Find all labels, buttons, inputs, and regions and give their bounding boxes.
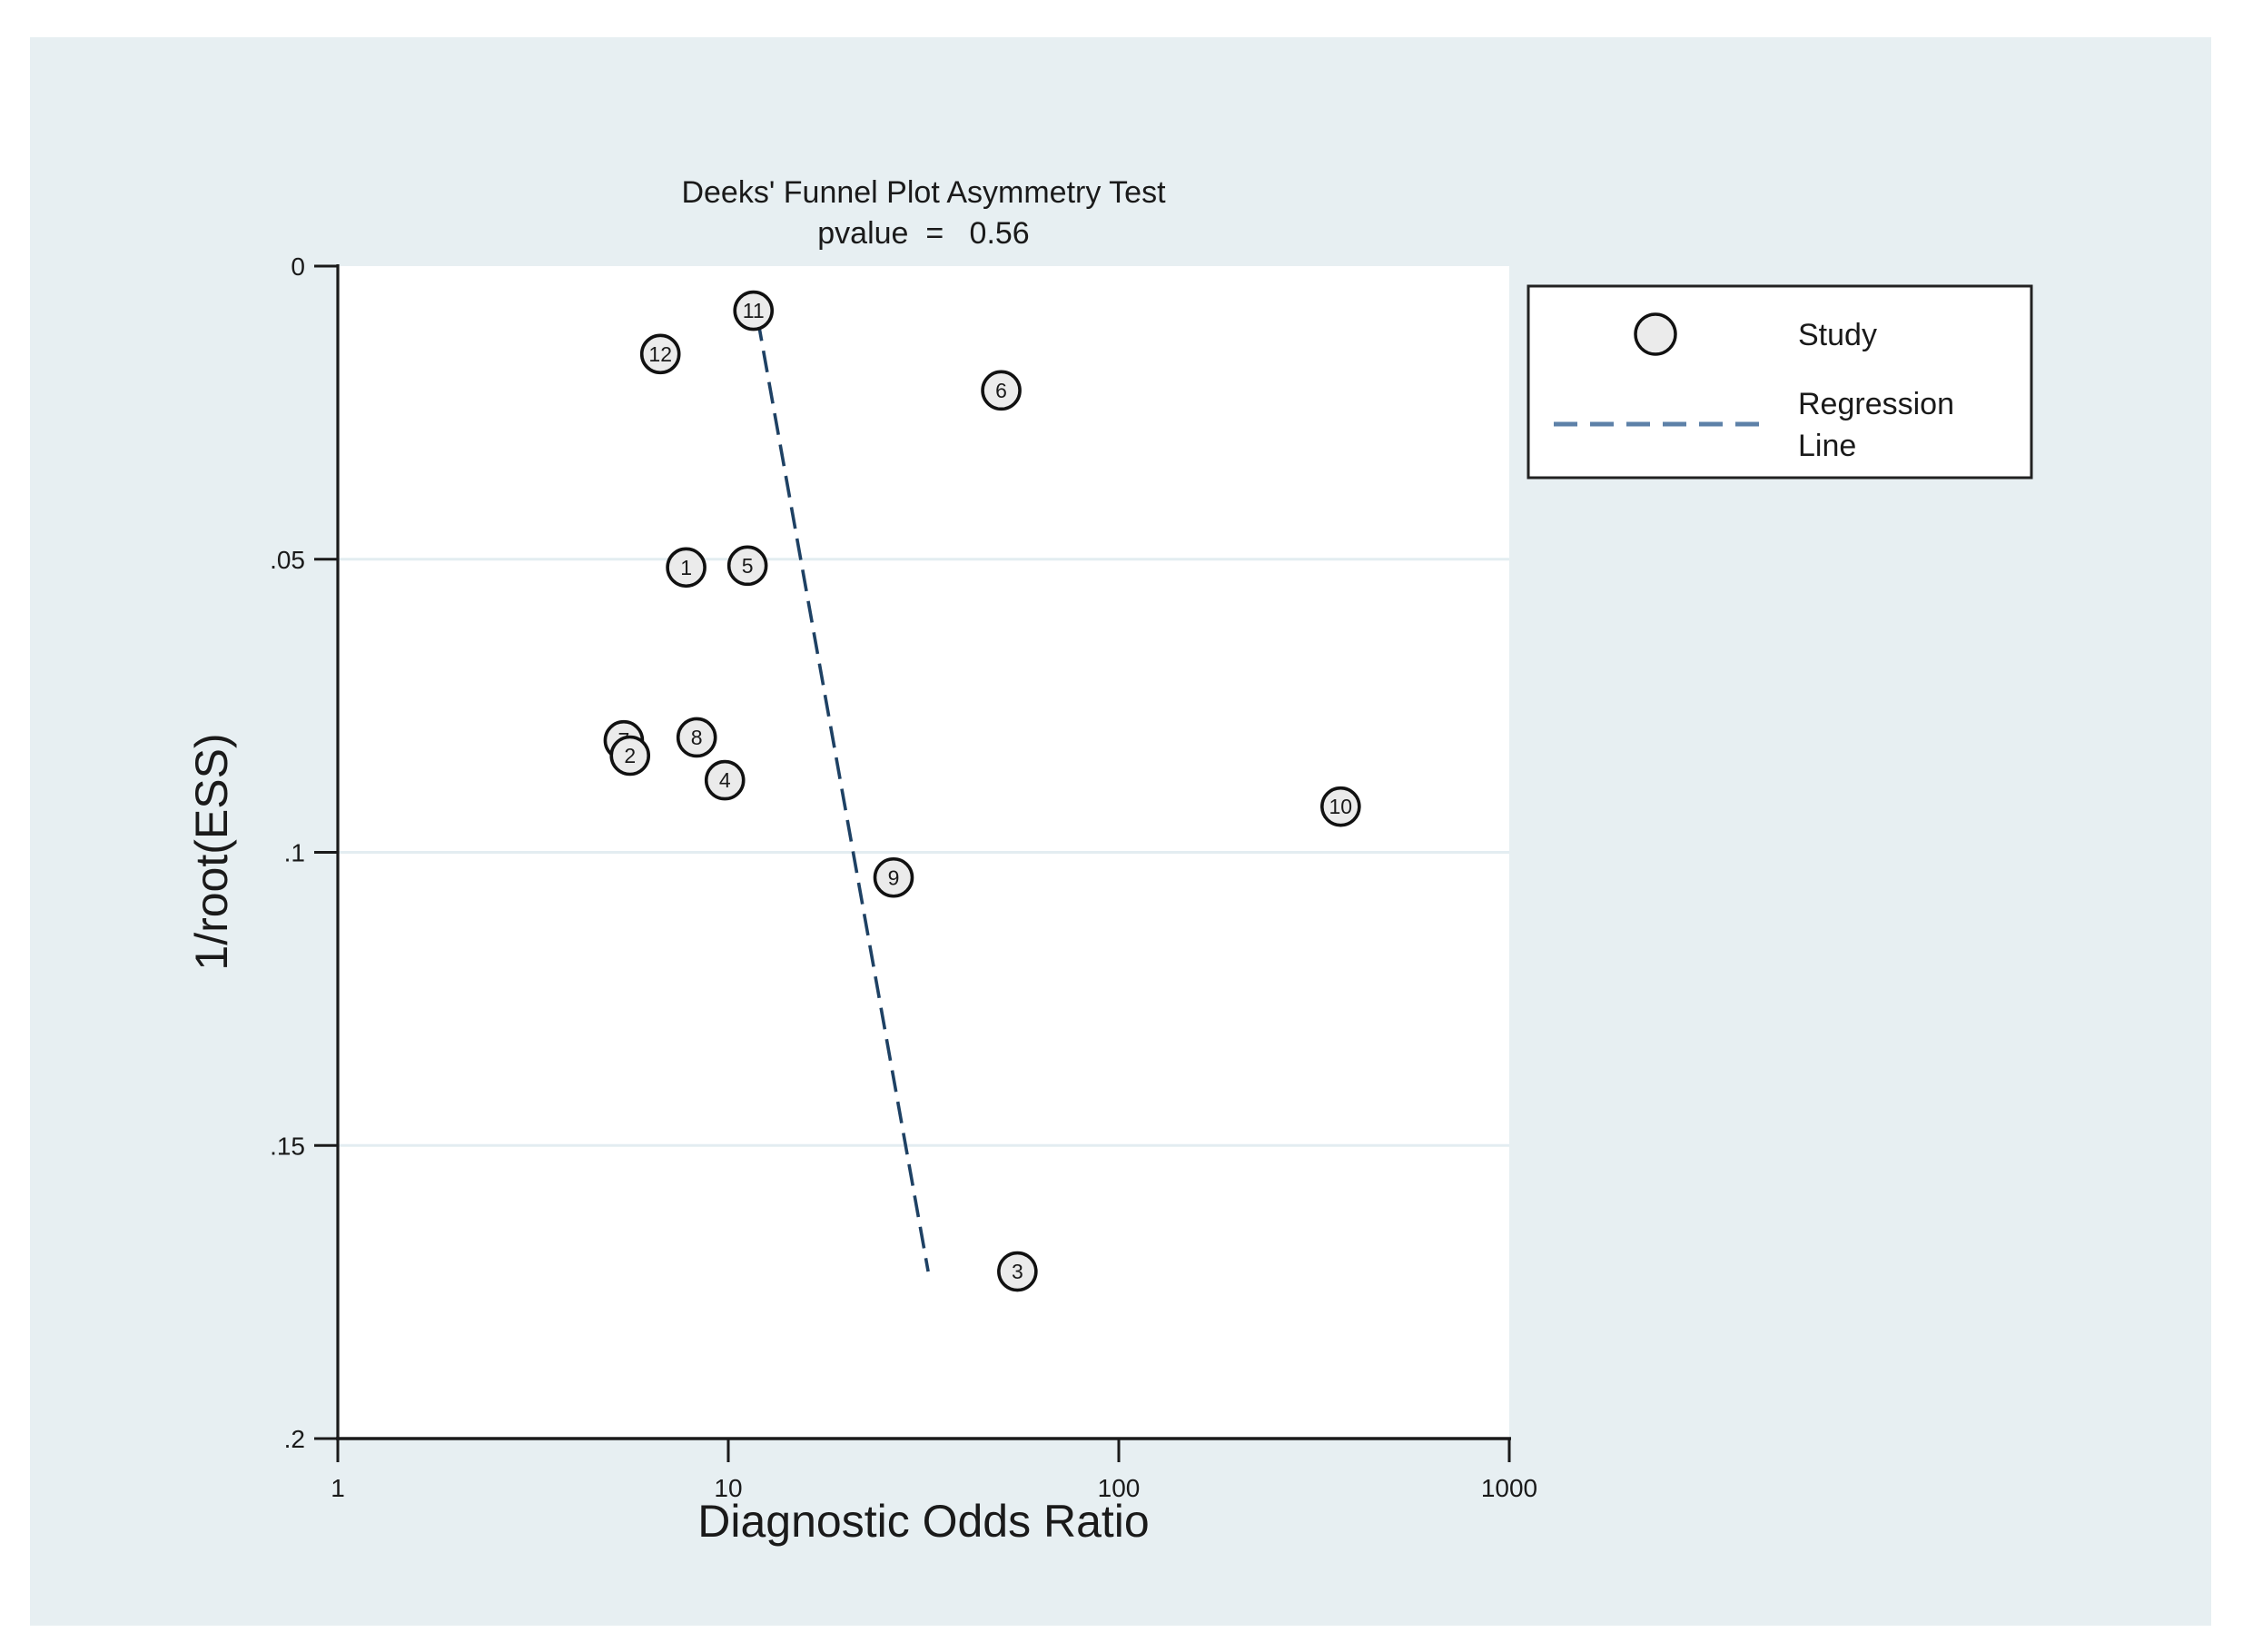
legend: Study Regression Line [1527,284,2033,480]
study-point-label: 1 [680,556,692,579]
x-tick-label: 100 [1098,1474,1141,1502]
study-point [733,290,775,331]
study-point [1320,786,1361,827]
study-point [676,717,717,758]
study-point [704,759,746,801]
study-point [639,333,681,375]
y-tick-label: .2 [284,1425,305,1453]
study-point-label: 8 [691,726,703,749]
plot-subtitle: pvalue = 0.56 [817,216,1029,251]
study-point [666,547,706,589]
x-tick-label: 1000 [1481,1474,1537,1502]
legend-study-label: Study [1798,318,1877,352]
study-point-label: 10 [1329,795,1353,818]
study-point [609,735,651,777]
legend-regression-label-line1: Regression [1798,387,1954,421]
y-axis-title: 1/root(ESS) [186,733,237,970]
y-tick-label: .05 [270,546,305,574]
study-points: 134567289101112 [603,290,1361,1292]
x-axis-title: Diagnostic Odds Ratio [697,1496,1149,1547]
study-point-label: 9 [888,866,900,889]
gridlines [338,558,1509,1147]
study-point [873,856,914,898]
y-axis-ticks: 0 .05 .1 .15 .2 [270,252,338,1453]
x-axis-ticks: 1 10 100 1000 [331,1439,1537,1502]
study-point-label: 12 [648,342,672,366]
y-tick-label: 0 [291,252,305,281]
study-marker-icon [1634,312,1677,356]
study-point-label: 3 [1012,1260,1023,1283]
axes: 0 .05 .1 .15 .2 1 10 100 1000 [270,252,1537,1502]
study-point-label: 4 [719,768,731,792]
x-tick-label: 10 [714,1474,742,1502]
study-point-label: 5 [742,554,754,578]
regression-line [756,319,930,1272]
study-point [997,1251,1038,1292]
legend-regression-label-line2: Line [1798,429,1856,463]
study-point [726,545,768,587]
study-point-label: 11 [743,299,765,322]
plot-title: Deeks' Funnel Plot Asymmetry Test [681,175,1166,210]
study-point-label: 6 [995,379,1007,402]
regression-line-group [756,319,930,1272]
x-tick-label: 1 [331,1474,345,1502]
y-tick-label: .15 [270,1132,305,1160]
study-point [981,370,1022,411]
y-tick-label: .1 [284,839,305,867]
study-point-label: 2 [624,744,636,767]
legend-box [1527,284,2033,480]
